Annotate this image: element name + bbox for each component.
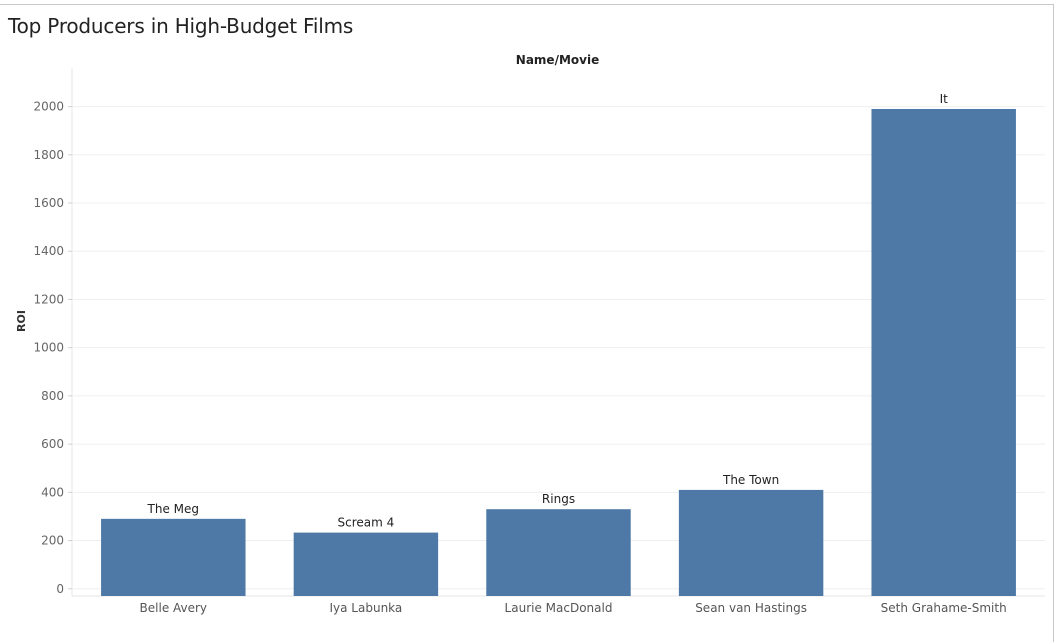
category-labels: Belle Avery Iya Labunka Laurie MacDonald Se… [140,601,1007,615]
y-tick-label: 0 [56,582,64,596]
bar-data-labels: The Meg Scream 4 Rings The Town It [147,92,949,530]
bar[interactable] [486,509,631,596]
y-tick-label: 1000 [33,341,64,355]
bar-label: The Meg [147,502,200,516]
y-tick-label: 1200 [33,292,64,306]
x-category-label: Seth Grahame-Smith [881,601,1007,615]
bars [101,108,1016,596]
x-category-label: Iya Labunka [330,601,403,615]
x-category-label: Laurie MacDonald [505,601,613,615]
bar-label: Scream 4 [338,516,395,530]
y-tick-label: 800 [41,389,64,403]
bar[interactable] [101,518,246,596]
bar[interactable] [871,108,1016,596]
y-tick-label: 1600 [33,196,64,210]
bar-label: The Town [722,473,779,487]
bar[interactable] [293,532,439,596]
x-category-label: Belle Avery [140,601,208,615]
bar[interactable] [678,489,824,596]
y-tick-label: 400 [41,485,64,499]
bar-label: Rings [542,492,575,506]
y-tick-label: 2000 [33,100,64,114]
column-header: Name/Movie [515,53,600,67]
y-tick-label: 1800 [33,148,64,162]
chart-title: Top Producers in High-Budget Films [8,14,354,38]
y-tick-label: 1400 [33,244,64,258]
x-category-label: Sean van Hastings [695,601,807,615]
bar-label: It [940,92,949,106]
y-tick-label: 200 [41,534,64,548]
y-tick-label: 600 [41,437,64,451]
y-axis-ticks: 0 200 400 600 800 1000 1200 1400 1600 1800 2000 [33,100,64,596]
